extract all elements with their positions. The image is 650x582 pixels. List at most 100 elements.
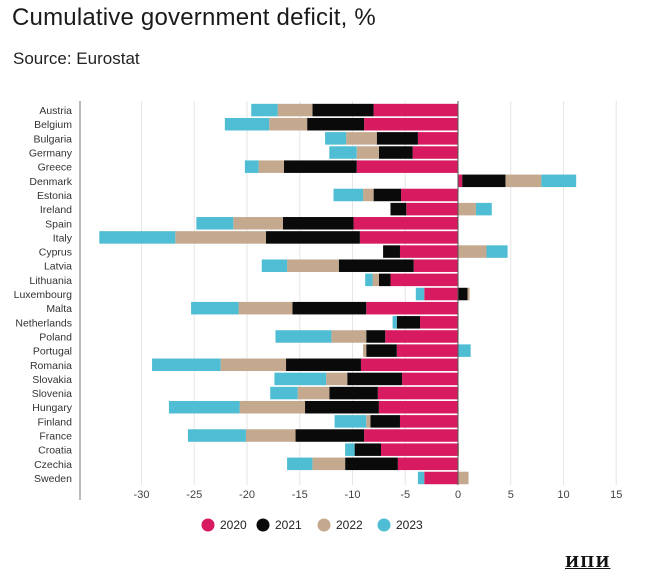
bar-segment-2021 — [390, 202, 407, 216]
bar-segment-2023 — [475, 202, 492, 216]
legend-swatch-2021 — [256, 518, 270, 532]
bar-segment-2021 — [354, 443, 381, 456]
bar-segment-2022 — [175, 231, 266, 244]
bar-segment-2020 — [353, 217, 458, 230]
bar-segment-2020 — [458, 174, 463, 188]
bar-segment-2023 — [334, 415, 367, 428]
bar-segment-2022 — [312, 457, 346, 471]
bar-segment-2021 — [376, 132, 418, 145]
legend-label-2022: 2022 — [336, 518, 363, 532]
bar-segment-2021 — [370, 415, 400, 428]
bar-segment-2022 — [458, 245, 487, 258]
legend-swatch-2022 — [317, 518, 331, 532]
bar-segment-2021 — [312, 103, 374, 117]
bar-segment-2021 — [347, 372, 403, 386]
bar-segment-2021 — [295, 429, 365, 442]
legend-label-2023: 2023 — [396, 518, 423, 532]
bar-segment-2022 — [363, 188, 374, 202]
bar-segment-2022 — [458, 471, 469, 485]
legend-label-2020: 2020 — [220, 518, 247, 532]
category-label: Germany — [29, 148, 73, 160]
category-label: Netherlands — [15, 317, 72, 329]
bar-segment-2023 — [333, 188, 364, 202]
bar-segment-2020 — [399, 245, 458, 258]
bar-segment-2020 — [366, 301, 458, 315]
bar-segment-2020 — [402, 372, 458, 386]
bar-segment-2020 — [378, 400, 458, 414]
bar-segment-2023 — [417, 471, 425, 485]
bar-segment-2020 — [424, 287, 458, 301]
bar-segment-2023 — [196, 217, 234, 230]
bar-segment-2021 — [383, 245, 400, 258]
category-label: Slovakia — [32, 374, 72, 386]
bar-segment-2020 — [413, 259, 458, 272]
category-label: Finland — [38, 416, 73, 428]
bar-segment-2020 — [397, 457, 458, 471]
bar-segment-2021 — [366, 344, 397, 357]
category-label: Lithuania — [29, 275, 72, 287]
bar-segment-2021 — [396, 316, 421, 329]
x-tick-label: -20 — [239, 489, 255, 501]
x-tick-label: 15 — [610, 489, 622, 501]
category-label: Hungary — [32, 402, 72, 414]
chart-subtitle: Source: Eurostat — [13, 49, 140, 68]
legend-swatch-2020 — [201, 518, 215, 532]
bar-segment-2022 — [505, 174, 542, 188]
bar-segment-2020 — [385, 330, 458, 343]
bar-segment-2020 — [364, 117, 458, 131]
bar-segment-2023 — [486, 245, 508, 258]
bar-segment-2023 — [275, 330, 332, 343]
bar-segment-2021 — [462, 174, 506, 188]
bar-segment-2023 — [392, 316, 397, 329]
bar-segment-2022 — [297, 386, 330, 400]
bar-segment-2022 — [233, 217, 283, 230]
bar-segment-2020 — [364, 429, 458, 442]
category-label: Spain — [45, 218, 72, 230]
bar-segment-2020 — [420, 316, 458, 329]
bar-segment-2021 — [345, 457, 398, 471]
bar-segment-2021 — [378, 273, 391, 287]
bar-segment-2020 — [412, 146, 458, 159]
x-tick-label: 10 — [557, 489, 569, 501]
category-label: Belgium — [34, 119, 72, 131]
ipi-logo: ИПИ — [565, 553, 617, 577]
chart-title: Cumulative government deficit, % — [12, 4, 376, 31]
bar-segment-2020 — [424, 471, 458, 485]
x-tick-label: -30 — [134, 489, 150, 501]
bar-segment-2022 — [326, 372, 348, 386]
bar-segment-2023 — [541, 174, 577, 188]
category-label: Denmark — [29, 176, 72, 188]
x-tick-label: -10 — [345, 489, 361, 501]
bar-segment-2022 — [258, 160, 284, 173]
category-label: Czechia — [34, 459, 72, 471]
category-label: Estonia — [37, 190, 72, 202]
bar-segment-2020 — [406, 202, 458, 216]
x-tick-label: 5 — [508, 489, 514, 501]
x-tick-label: -15 — [292, 489, 308, 501]
x-tick-label: 0 — [455, 489, 461, 501]
bar-segment-2021 — [292, 301, 367, 315]
bar-segment-2022 — [467, 287, 470, 301]
bar-segment-2020 — [359, 231, 458, 244]
category-label: Croatia — [38, 445, 72, 457]
category-label: Sweden — [34, 473, 72, 485]
bar-segment-2020 — [399, 415, 458, 428]
bar-segment-2020 — [373, 103, 458, 117]
category-label: France — [39, 431, 72, 443]
bar-segment-2023 — [287, 457, 313, 471]
bar-segment-2021 — [283, 160, 357, 173]
bar-segment-2023 — [458, 344, 471, 357]
bar-segment-2020 — [380, 443, 458, 456]
bar-segment-2021 — [265, 231, 360, 244]
category-label: Slovenia — [32, 388, 72, 400]
bar-segment-2022 — [245, 429, 296, 442]
bar-segment-2022 — [458, 202, 476, 216]
bar-segment-2021 — [458, 287, 468, 301]
category-label: Ireland — [40, 204, 72, 216]
bar-segment-2022 — [238, 301, 293, 315]
bar-segment-2023 — [187, 429, 246, 442]
bar-segment-2023 — [152, 358, 221, 372]
bar-segment-2023 — [251, 103, 278, 117]
bar-segment-2020 — [401, 188, 458, 202]
